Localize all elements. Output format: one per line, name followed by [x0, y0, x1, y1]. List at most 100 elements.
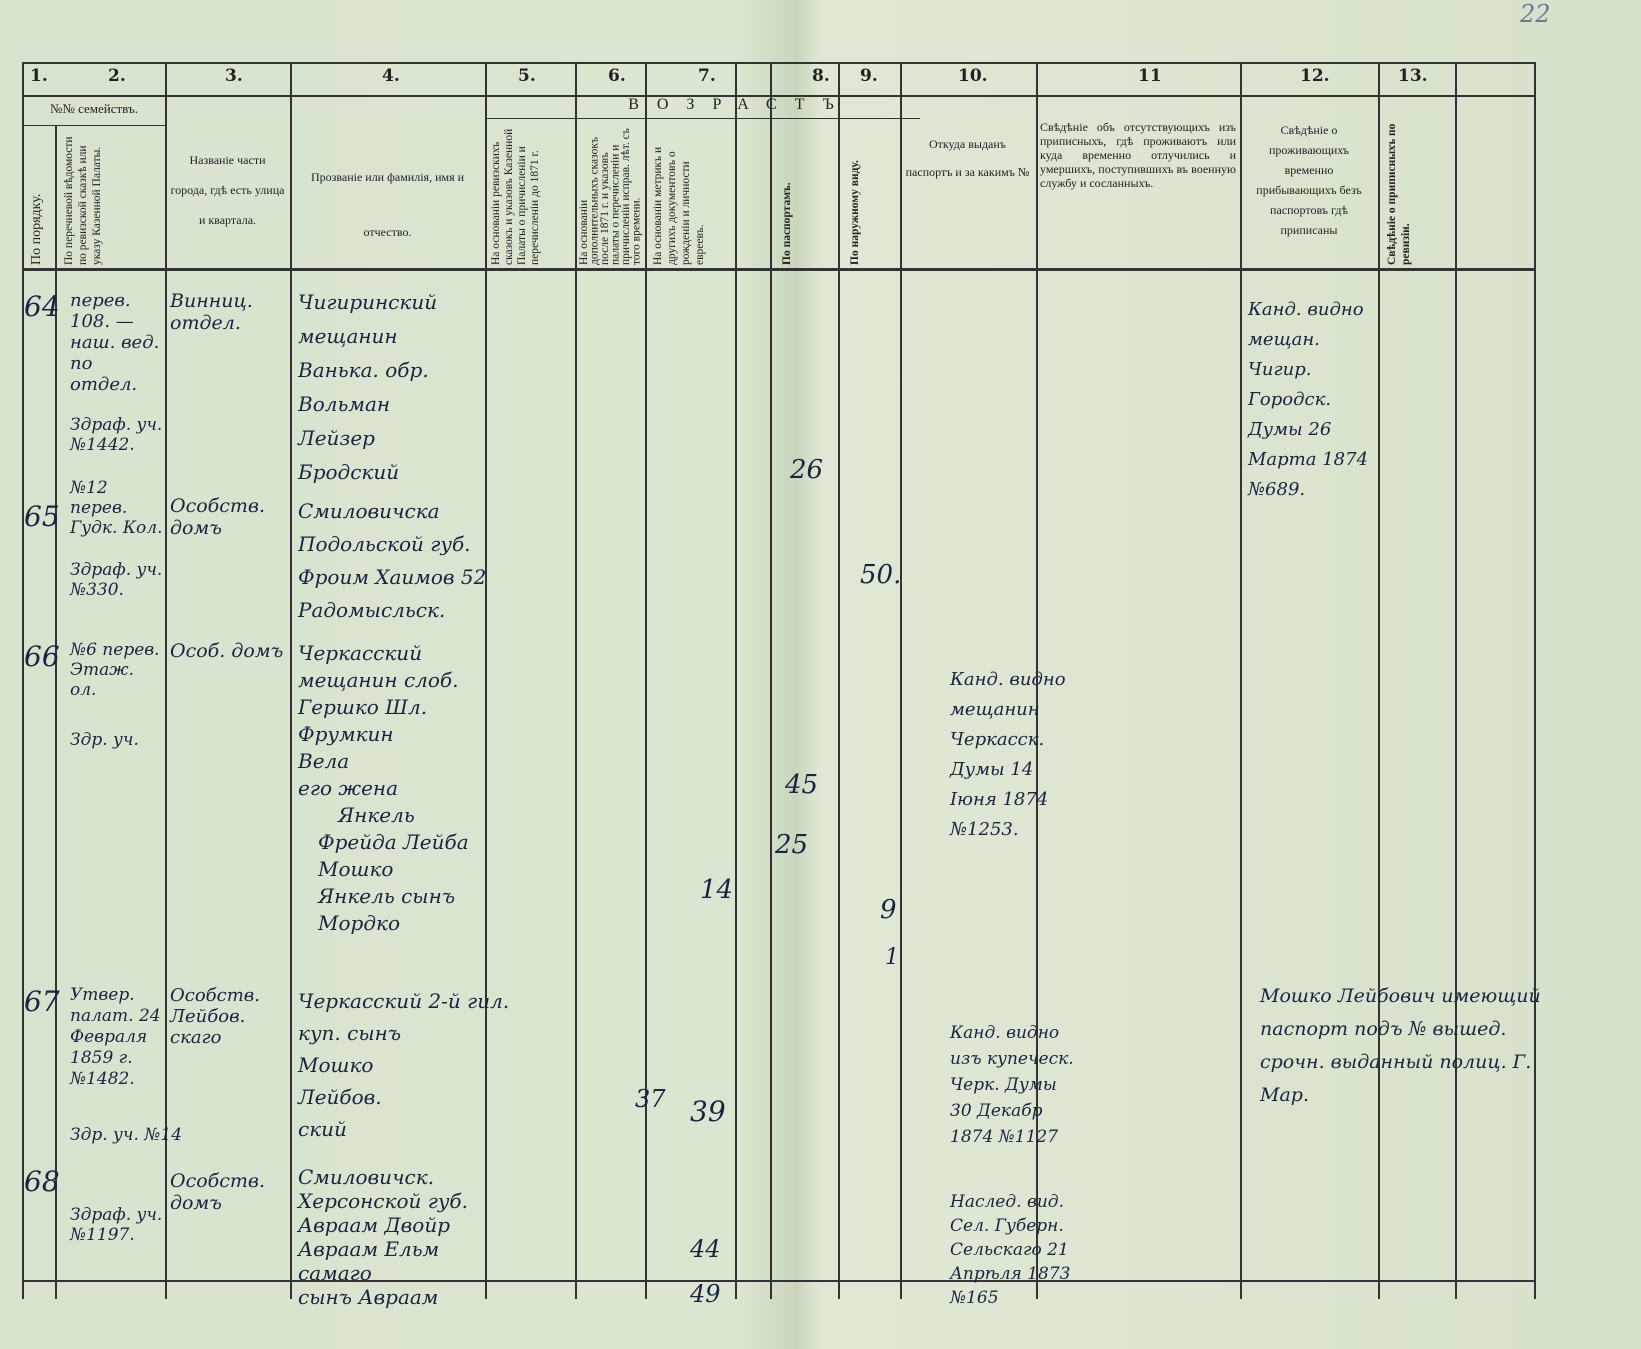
- entry-number: 64: [24, 290, 60, 323]
- header-name: Прозваніе или фамилія, имя и отчество.: [310, 170, 465, 239]
- handwritten-text: Фрейда Лейба: [318, 830, 469, 854]
- header-absent: Свѣдѣніе объ отсутствующихъ изъ приписны…: [1040, 120, 1236, 190]
- col-num: 3.: [225, 66, 243, 86]
- handwritten-text: Мошко: [318, 857, 394, 881]
- entry-district: Особств. домъ: [170, 1170, 266, 1214]
- entry-passport: Наслед. вид. Сел. Губерн. Сельскаго 21 А…: [950, 1192, 1071, 1308]
- header-passport: Откуда выданъ паспортъ и за какимъ №: [905, 137, 1030, 179]
- header-age-col: На основаніи ревизскихъ сказокъ и указов…: [490, 128, 541, 265]
- age: 1: [885, 945, 899, 970]
- rule: [485, 118, 920, 119]
- handwritten-text: Вольман: [298, 392, 391, 416]
- age: 49: [690, 1280, 721, 1308]
- entry-ref: Здраф. уч. №1197.: [70, 1205, 163, 1245]
- handwritten-text: Авраам Ельм: [298, 1237, 440, 1261]
- col-num: 11: [1138, 66, 1162, 86]
- col-num: 2.: [108, 66, 126, 86]
- entry-ref: Здр. уч.: [70, 730, 139, 750]
- entry-number: 65: [24, 500, 60, 533]
- handwritten-text: мещанин слоб.: [298, 668, 459, 692]
- col-num: 9.: [860, 66, 878, 86]
- entry-list-ref: №6 перев. Этаж. ол.: [70, 640, 160, 700]
- handwritten-text: Фрумкин: [298, 722, 394, 746]
- col-num: 6.: [608, 66, 626, 86]
- entry-absent: Мошко Лейбович имеющий паспорт подъ № вы…: [1260, 985, 1541, 1106]
- handwritten-text: Ванька. обр.: [298, 358, 429, 382]
- handwritten-text: ский: [298, 1117, 347, 1141]
- table-rule: [1534, 62, 1536, 1299]
- col-num: 13.: [1398, 66, 1428, 86]
- col-num: 4.: [382, 66, 400, 86]
- table-rule: [575, 62, 577, 1299]
- entry-district: Особств. домъ: [170, 495, 266, 539]
- entry-district: Винниц. отдел.: [170, 290, 253, 334]
- entry-number: 67: [24, 985, 60, 1018]
- table-rule: [22, 268, 1536, 271]
- entry-names: Смиловичска Подольской губ. Фроим Хаимов 5…: [298, 495, 486, 627]
- entry-names: Черкасский мещанин слоб. Гершко Шл. Фрумкин…: [298, 640, 469, 937]
- header-registered: Свѣдѣніе о приписныхъ по ревизіи.: [1386, 123, 1412, 265]
- entry-temporary: Канд. видно мещан. Чигир. Городск. Думы …: [1248, 299, 1369, 500]
- handwritten-text: Черкасский 2-й гил.: [298, 989, 510, 1013]
- handwritten-text: Радомысльск.: [298, 598, 446, 622]
- table-rule: [290, 62, 292, 1299]
- handwritten-text: Мошко: [298, 1053, 374, 1077]
- table-rule: [770, 62, 772, 1299]
- entry-list-ref: перев. 108. — наш. вед. по отдел.: [70, 290, 160, 395]
- col-num: 5.: [518, 66, 536, 86]
- handwritten-text: Янкель: [338, 803, 415, 827]
- col-num: 12.: [1300, 66, 1330, 86]
- table-rule: [645, 62, 647, 1299]
- header-families: №№ семействъ.: [50, 101, 138, 116]
- entry-ref: Здраф. уч. №330.: [70, 560, 163, 600]
- handwritten-text: Лейзер: [298, 426, 375, 450]
- table-rule: [22, 62, 1536, 64]
- table-rule: [1036, 62, 1038, 1299]
- handwritten-text: Смиловичска: [298, 499, 440, 523]
- handwritten-text: сынъ Авраам: [298, 1285, 439, 1309]
- header-age-col: По паспортамъ.: [781, 182, 793, 265]
- entry-district: Особ. домъ: [170, 640, 284, 662]
- table-rule: [22, 95, 1536, 97]
- header-age-col: На основаніи метрикъ и другихъ документо…: [652, 146, 706, 265]
- table-rule: [22, 1280, 1536, 1282]
- handwritten-text: Фроим Хаимов 52: [298, 565, 487, 589]
- handwritten-text: Гершко Шл.: [298, 695, 428, 719]
- age: 14: [700, 875, 734, 905]
- age: 37: [635, 1085, 666, 1113]
- entry-list-ref: №12 перев. Гудк. Кол.: [70, 478, 163, 538]
- handwritten-text: его жена: [298, 776, 399, 800]
- handwritten-text: Бродский: [298, 460, 400, 484]
- header-age-col: По наружному виду.: [849, 160, 861, 265]
- handwritten-text: самаго: [298, 1261, 372, 1285]
- age: 39: [690, 1095, 726, 1128]
- entry-names: Чигиринский мещанин Ванька. обр. Вольман Лей…: [298, 285, 437, 489]
- handwritten-text: куп. сынъ: [298, 1021, 402, 1045]
- table-rule: [165, 62, 167, 1299]
- age: 9: [880, 895, 897, 925]
- header-age-col: На основаніи дополнительныхъ сказокъ пос…: [579, 128, 643, 265]
- entry-passport: Канд. видно мещанин Черкасск. Думы 14 Ію…: [950, 669, 1066, 840]
- table-rule: [838, 62, 840, 1299]
- header-age: ВОЗРАСТЪ: [628, 96, 852, 113]
- handwritten-text: Чигиринский: [298, 290, 438, 314]
- entry-ref: Здраф. уч. №1442.: [70, 415, 163, 455]
- handwritten-text: Херсонской губ.: [298, 1189, 468, 1213]
- age: 25: [775, 830, 809, 860]
- header-district: Названіе части города, гдѣ есть улица и …: [170, 153, 285, 227]
- age-view: 50.: [860, 560, 902, 590]
- header-by-list: По перечневой вѣдомости по ревизской ска…: [63, 136, 103, 265]
- table-rule: [1240, 62, 1242, 1299]
- entry-list-ref: Утвер. палат. 24 Февраля 1859 г. №1482.: [70, 985, 161, 1089]
- table-rule: [55, 125, 57, 1299]
- handwritten-text: Смиловичск.: [298, 1165, 435, 1189]
- col-num: 1.: [30, 66, 48, 86]
- entry-names: Смиловичск. Херсонской губ. Авраам Двойр Ав…: [298, 1165, 468, 1309]
- col-num: 7.: [698, 66, 716, 86]
- header-in-order: По порядку.: [30, 193, 44, 265]
- col-num: 10.: [958, 66, 988, 86]
- table-rule: [485, 62, 487, 1299]
- entry-number: 66: [24, 640, 60, 673]
- col-num: 8.: [812, 66, 830, 86]
